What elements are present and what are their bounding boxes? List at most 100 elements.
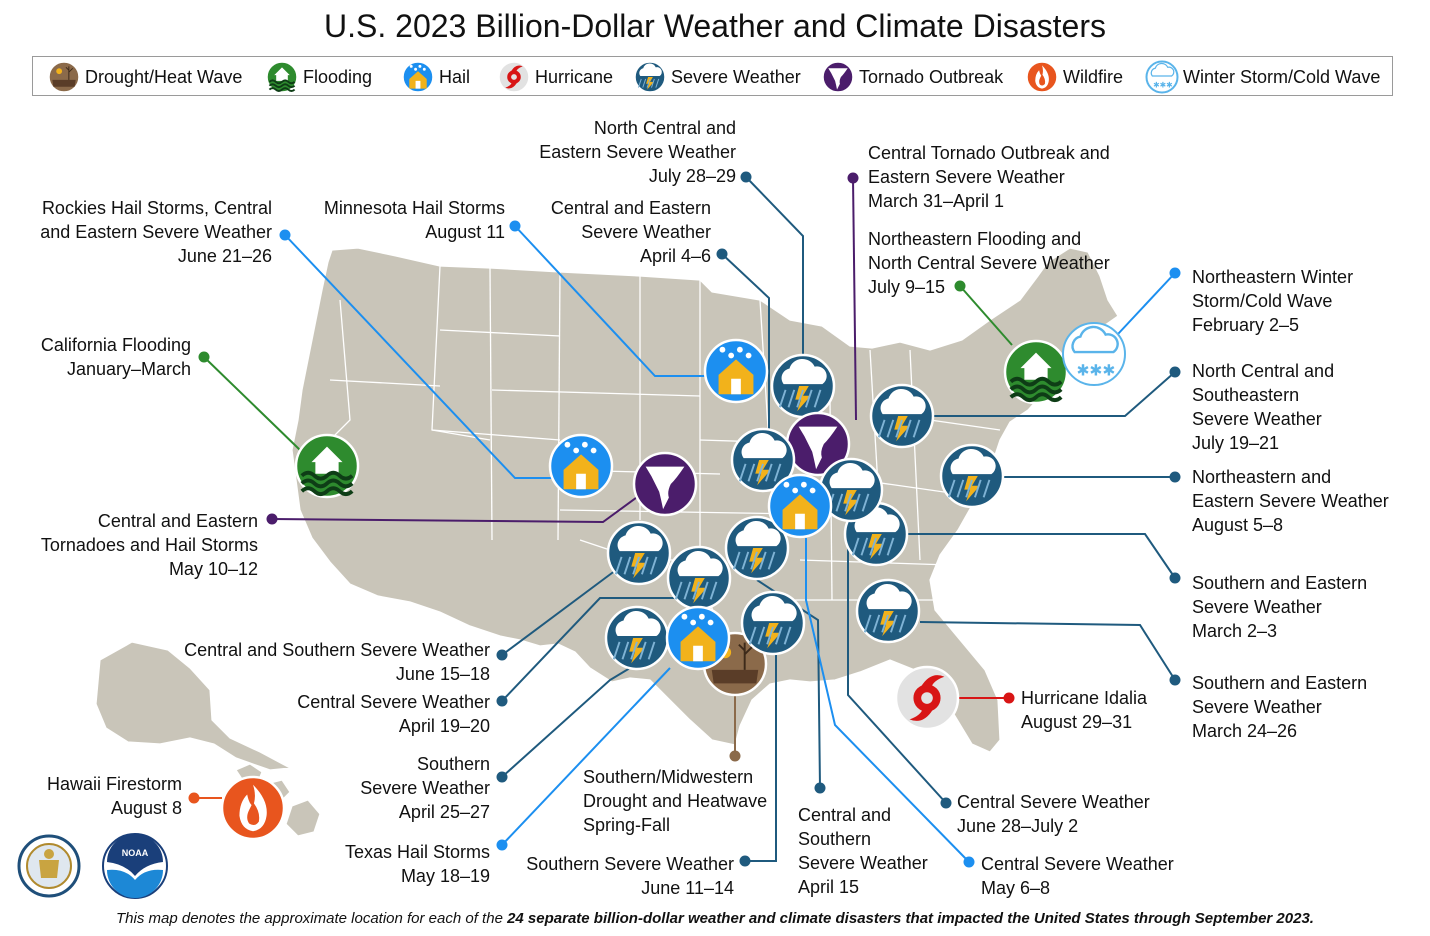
leader-dot <box>847 172 859 184</box>
event-label: North Central and Eastern Severe Weather J… <box>539 116 736 188</box>
event-label-line: April 19–20 <box>398 716 490 736</box>
leader-dot <box>1003 692 1015 704</box>
event-label: Southern Severe Weather April 25–27 <box>360 752 490 824</box>
leader-line <box>514 225 710 377</box>
event-label-line: Minnesota Hail Storms <box>323 198 505 218</box>
event-label: Central and Southern Severe Weather April 1… <box>798 803 928 899</box>
state-border-line <box>439 329 561 337</box>
severe-weather-icon <box>633 60 667 94</box>
wildfire-event-icon <box>220 775 286 841</box>
winter-storm-icon: ✱✱✱ <box>1145 60 1179 94</box>
event-label-line: Northeastern Flooding and <box>868 229 1082 249</box>
event-label-line: March 2–3 <box>1192 621 1278 641</box>
leader-dot <box>496 695 508 707</box>
state-border-line <box>431 429 561 441</box>
event-label: Central Severe Weather June 28–July 2 <box>957 790 1150 838</box>
event-label-line: Hurricane Idalia <box>1021 688 1148 708</box>
severe-event-icon <box>730 427 796 493</box>
event-label-line: July 19–21 <box>1192 433 1280 453</box>
leader-dot <box>954 280 966 292</box>
event-label-line: Drought and Heatwave <box>583 791 768 811</box>
severe-event-icon <box>666 545 732 611</box>
legend-label: Flooding <box>303 66 373 87</box>
hail-event-icon <box>767 473 833 539</box>
leader-dot <box>1169 674 1181 686</box>
event-label: Central and Eastern Tornadoes and Hail St… <box>41 509 258 581</box>
legend-item: Tornado Outbreak <box>821 60 1003 94</box>
agency-logos: NOAA <box>17 833 168 899</box>
footer-prefix: This map denotes the approximate locatio… <box>116 910 508 927</box>
tornado-event-icon <box>632 451 698 517</box>
legend-item: Flooding <box>265 60 372 94</box>
event-label-line: Severe Weather <box>1192 597 1322 617</box>
event-label-line: May 6–8 <box>981 878 1051 898</box>
leader-dot <box>496 839 508 851</box>
event-label: California Flooding January–March <box>41 333 191 381</box>
event-label-line: June 21–26 <box>177 246 272 266</box>
alaska-shape <box>95 641 293 771</box>
event-label: Central Tornado Outbreak and Eastern Seve… <box>868 141 1110 213</box>
event-label-line: Eastern Severe Weather <box>1192 491 1389 511</box>
severe-event-icon <box>843 501 909 567</box>
event-label-line: July 28–29 <box>648 166 736 186</box>
event-label-line: June 15–18 <box>395 664 490 684</box>
leader-line <box>919 621 1176 681</box>
legend-label: Hail <box>439 66 471 87</box>
leader-dot <box>729 750 741 762</box>
event-label-line: North Central Severe Weather <box>868 253 1110 273</box>
leader-line <box>745 655 777 862</box>
commerce-seal-logo <box>17 834 81 898</box>
disaster-icons: ✱✱✱ <box>220 322 1126 841</box>
event-label: Texas Hail Storms May 18–19 <box>345 840 490 888</box>
leader-dot <box>740 171 752 183</box>
legend-item: Hurricane <box>497 60 613 94</box>
event-label-line: May 18–19 <box>400 866 490 886</box>
hail-icon <box>401 60 435 94</box>
event-label-line: February 2–5 <box>1192 315 1300 335</box>
event-label-line: Rockies Hail Storms, Central <box>41 198 272 218</box>
event-label-line: Central Severe Weather <box>957 792 1150 812</box>
footer-bold: 24 separate billion-dollar weather and c… <box>507 910 1314 927</box>
event-label-line: Central and Southern Severe Weather <box>184 640 490 660</box>
legend-item: Wildfire <box>1025 60 1123 94</box>
event-label: Northeastern Flooding and North Central S… <box>868 227 1110 299</box>
event-label-line: April 25–27 <box>398 802 490 822</box>
event-label-line: Severe Weather <box>581 222 711 242</box>
severe-event-icon <box>770 353 836 419</box>
event-label-line: North Central and <box>1192 361 1335 381</box>
leader-dot <box>1169 267 1181 279</box>
winter-event-icon: ✱✱✱ <box>1062 322 1126 386</box>
event-label-line: California Flooding <box>40 335 191 355</box>
legend-item: Drought/Heat Wave <box>47 60 242 94</box>
hurricane-icon <box>497 60 531 94</box>
leader-dot <box>198 351 210 363</box>
event-label: Minnesota Hail Storms August 11 <box>324 196 505 244</box>
leader-dot <box>1169 366 1181 378</box>
leader-line <box>934 371 1176 417</box>
event-label-line: June 11–14 <box>641 878 734 898</box>
flooding-icon <box>265 60 299 94</box>
hurricane-event-icon <box>894 665 960 731</box>
legend-label: Tornado Outbreak <box>859 66 1004 87</box>
event-label: Central and Eastern Severe Weather April 4… <box>551 196 711 268</box>
event-label-line: Spring-Fall <box>583 815 671 835</box>
event-label-line: Severe Weather <box>1192 409 1322 429</box>
wildfire-icon <box>1025 60 1059 94</box>
state-border-line <box>491 389 701 397</box>
leader-line <box>908 533 1176 579</box>
leader-line <box>271 494 641 524</box>
leader-dot <box>716 248 728 260</box>
event-label: Southern and Eastern Severe Weather March … <box>1192 571 1367 643</box>
legend: Drought/Heat Wave Flooding Hail Hurricane Se… <box>32 56 1393 96</box>
hail-event-icon <box>548 433 614 499</box>
severe-event-icon <box>724 515 790 581</box>
event-label: Central Severe Weather May 6–8 <box>981 852 1174 900</box>
event-label-line: Southern <box>798 829 872 849</box>
event-label-line: Central and Eastern <box>97 511 258 531</box>
hail-event-icon <box>703 338 769 404</box>
leader-dot <box>496 771 508 783</box>
event-label-line: Southern Severe Weather <box>526 854 734 874</box>
leader-line <box>203 356 301 451</box>
noaa-logo: NOAA <box>102 833 168 899</box>
